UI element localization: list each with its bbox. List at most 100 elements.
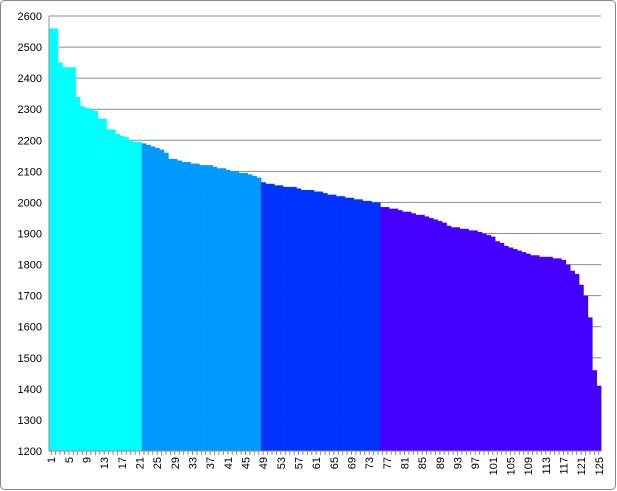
x-tick-label: 9: [82, 457, 94, 463]
bar: [583, 295, 589, 451]
bar: [212, 166, 218, 452]
bar: [199, 165, 204, 451]
bar: [185, 162, 191, 452]
bar: [384, 207, 390, 451]
bar: [362, 200, 368, 451]
bar: [256, 177, 262, 452]
bar: [177, 160, 182, 451]
x-tick-label: 21: [135, 457, 147, 469]
y-tick-label: 2600: [18, 11, 42, 23]
bar: [459, 228, 465, 451]
bar: [207, 165, 213, 451]
bar: [539, 256, 544, 451]
bar: [424, 216, 430, 451]
bar: [163, 152, 169, 451]
x-tick-label: 17: [117, 457, 129, 469]
bar: [349, 197, 355, 451]
x-tick-label: 69: [346, 457, 358, 469]
bar: [455, 227, 461, 451]
x-tick-label: 125: [594, 457, 606, 475]
bar: [119, 135, 125, 451]
x-tick-label: 65: [329, 457, 341, 469]
y-tick-label: 2200: [18, 135, 42, 147]
x-tick-label: 29: [170, 457, 182, 469]
bar: [415, 214, 421, 451]
bar: [525, 253, 531, 451]
bar: [380, 207, 386, 451]
bar: [296, 188, 302, 452]
x-tick-label: 61: [311, 457, 323, 469]
bar: [517, 250, 522, 451]
bar: [561, 259, 567, 451]
y-tick-label: 2100: [18, 166, 42, 178]
bar: [150, 146, 156, 451]
bar: [596, 385, 602, 451]
bar: [340, 196, 346, 451]
bar: [313, 191, 319, 451]
bar: [190, 163, 196, 451]
x-tick-label: 121: [576, 457, 588, 475]
bar: [124, 137, 129, 451]
bar: [283, 186, 288, 451]
bar: [548, 256, 553, 451]
bar: [101, 118, 107, 452]
bar: [472, 230, 478, 451]
x-tick-label: 45: [241, 457, 253, 469]
bar: [291, 186, 297, 451]
bar: [411, 213, 416, 451]
bar: [534, 255, 540, 451]
bar: [265, 183, 271, 452]
bar: [393, 208, 399, 451]
bar: [146, 144, 151, 452]
bar: [442, 222, 447, 451]
bar: [587, 317, 593, 451]
bar: [495, 241, 500, 451]
bar: [84, 107, 90, 452]
x-tick-label: 37: [205, 457, 217, 469]
bar: [437, 221, 443, 451]
bar: [159, 149, 165, 451]
x-tick-label: 105: [505, 457, 517, 475]
bar: [128, 140, 134, 452]
bar: [252, 176, 257, 451]
bar: [269, 183, 275, 452]
bar: [336, 196, 341, 451]
bar: [305, 190, 310, 451]
x-tick-label: 89: [435, 457, 447, 469]
bar: [490, 236, 496, 451]
y-tick-label: 1400: [18, 384, 42, 396]
x-tick-label: 53: [276, 457, 288, 469]
bar: [154, 148, 160, 451]
bar: [106, 129, 112, 452]
bar: [243, 172, 249, 452]
bar: [181, 162, 187, 452]
bar: [578, 284, 584, 451]
bar: [428, 217, 434, 451]
bar: [110, 129, 116, 452]
bar: [141, 143, 147, 451]
bar: [344, 197, 350, 451]
bar: [331, 194, 337, 452]
bar: [88, 109, 94, 451]
bar: [203, 165, 209, 451]
bar: [309, 190, 315, 451]
bar: [433, 219, 439, 451]
bar: [79, 106, 85, 451]
y-tick-label: 2000: [18, 197, 42, 209]
bar: [318, 191, 324, 451]
bar: [172, 158, 178, 451]
bar: [375, 202, 381, 451]
bar: [230, 171, 235, 451]
bar: [512, 249, 518, 451]
bar: [132, 141, 138, 451]
bar: [389, 208, 394, 451]
x-tick-label: 13: [99, 457, 111, 469]
bar: [477, 231, 483, 451]
bar: [75, 96, 81, 452]
bar: [419, 214, 425, 451]
x-tick-label: 85: [417, 457, 429, 469]
x-tick-label: 101: [488, 457, 500, 475]
bar: [499, 242, 505, 451]
y-tick-label: 2300: [18, 104, 42, 116]
bar: [57, 62, 63, 451]
